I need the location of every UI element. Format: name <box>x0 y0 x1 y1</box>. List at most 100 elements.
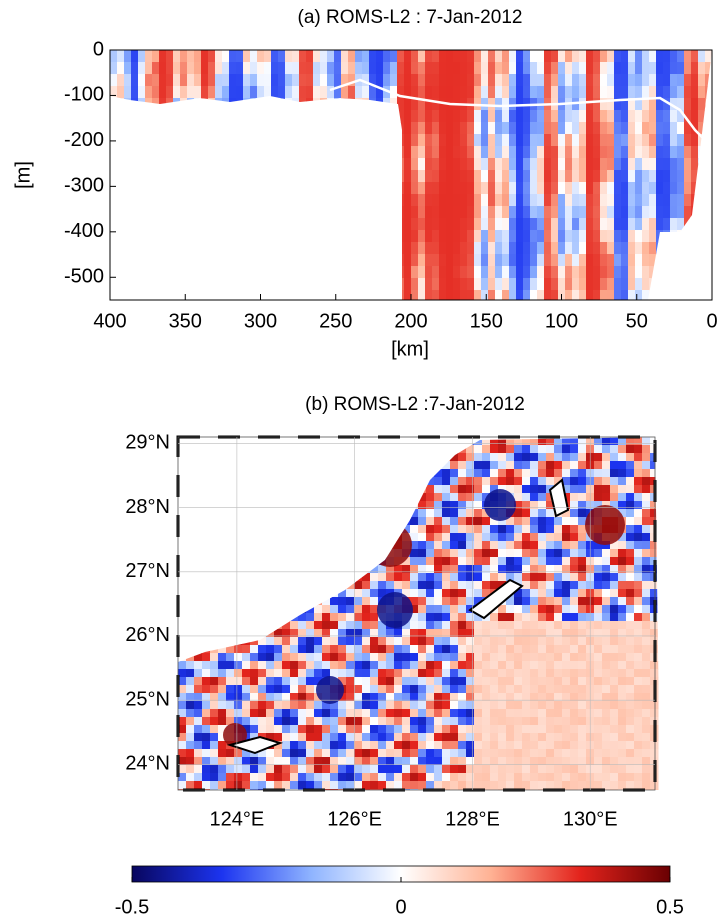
field-cell <box>649 278 657 291</box>
field-cell <box>551 278 559 291</box>
field-cell <box>234 669 243 678</box>
field-cell <box>488 182 496 195</box>
field-cell <box>474 565 483 574</box>
field-cell <box>338 621 347 630</box>
field-cell <box>298 445 307 454</box>
field-cell <box>579 146 587 159</box>
field-cell <box>166 110 174 123</box>
field-cell <box>425 182 433 195</box>
field-cell <box>634 653 643 662</box>
field-cell <box>330 517 339 526</box>
field-cell <box>578 661 587 670</box>
field-cell <box>579 182 587 195</box>
field-cell <box>402 749 411 758</box>
field-cell <box>194 445 203 454</box>
field-cell <box>397 194 405 207</box>
field-cell <box>264 50 272 63</box>
field-cell <box>236 170 244 183</box>
field-cell <box>402 445 411 454</box>
field-cell <box>298 685 307 694</box>
field-cell <box>426 621 435 630</box>
field-cell <box>145 146 153 159</box>
field-cell <box>236 62 244 75</box>
field-cell <box>250 565 259 574</box>
field-cell <box>705 122 713 135</box>
field-cell <box>621 122 629 135</box>
field-cell <box>593 170 601 183</box>
field-cell <box>634 533 643 542</box>
field-cell <box>369 170 377 183</box>
field-cell <box>482 749 491 758</box>
field-cell <box>362 485 371 494</box>
field-cell <box>180 254 188 267</box>
field-cell <box>691 218 699 231</box>
field-cell <box>226 613 235 622</box>
field-cell <box>410 469 419 478</box>
field-cell <box>554 637 563 646</box>
field-cell <box>194 645 203 654</box>
field-cell <box>530 597 539 606</box>
field-cell <box>285 134 293 147</box>
field-cell <box>145 86 153 99</box>
field-cell <box>402 717 411 726</box>
field-cell <box>506 541 515 550</box>
field-cell <box>498 469 507 478</box>
field-cell <box>226 493 235 502</box>
field-cell <box>152 62 160 75</box>
field-cell <box>490 661 499 670</box>
field-cell <box>306 573 315 582</box>
field-cell <box>594 661 603 670</box>
field-cell <box>450 597 459 606</box>
field-cell <box>538 733 547 742</box>
field-cell <box>362 653 371 662</box>
field-cell <box>618 565 627 574</box>
field-cell <box>642 278 650 291</box>
field-cell <box>201 278 209 291</box>
field-cell <box>320 62 328 75</box>
field-cell <box>628 74 636 87</box>
field-cell <box>285 122 293 135</box>
field-cell <box>266 501 275 510</box>
field-cell <box>186 493 195 502</box>
field-cell <box>242 661 251 670</box>
field-cell <box>565 74 573 87</box>
field-cell <box>234 525 243 534</box>
field-cell <box>159 278 167 291</box>
field-cell <box>186 509 195 518</box>
field-cell <box>554 613 563 622</box>
field-cell <box>257 278 265 291</box>
field-cell <box>394 669 403 678</box>
field-cell <box>705 86 713 99</box>
field-cell <box>442 653 451 662</box>
field-cell <box>210 461 219 470</box>
field-cell <box>425 50 433 63</box>
field-cell <box>266 509 275 518</box>
field-cell <box>538 773 547 782</box>
field-cell <box>258 501 267 510</box>
field-cell <box>610 717 619 726</box>
field-cell <box>194 501 203 510</box>
field-cell <box>562 749 571 758</box>
field-cell <box>194 122 202 135</box>
field-cell <box>322 781 331 790</box>
field-cell <box>186 597 195 606</box>
field-cell <box>346 573 355 582</box>
field-cell <box>594 597 603 606</box>
field-cell <box>242 501 251 510</box>
field-cell <box>607 110 615 123</box>
field-cell <box>159 290 167 303</box>
field-cell <box>434 637 443 646</box>
field-cell <box>264 146 272 159</box>
field-cell <box>453 146 461 159</box>
y-axis-label: [m] <box>12 161 34 189</box>
field-cell <box>554 621 563 630</box>
field-cell <box>530 461 539 470</box>
field-cell <box>546 461 555 470</box>
field-cell <box>626 717 635 726</box>
field-cell <box>481 158 489 171</box>
field-cell <box>243 194 251 207</box>
field-cell <box>705 266 713 279</box>
field-cell <box>562 453 571 462</box>
field-cell <box>218 653 227 662</box>
field-cell <box>369 134 377 147</box>
